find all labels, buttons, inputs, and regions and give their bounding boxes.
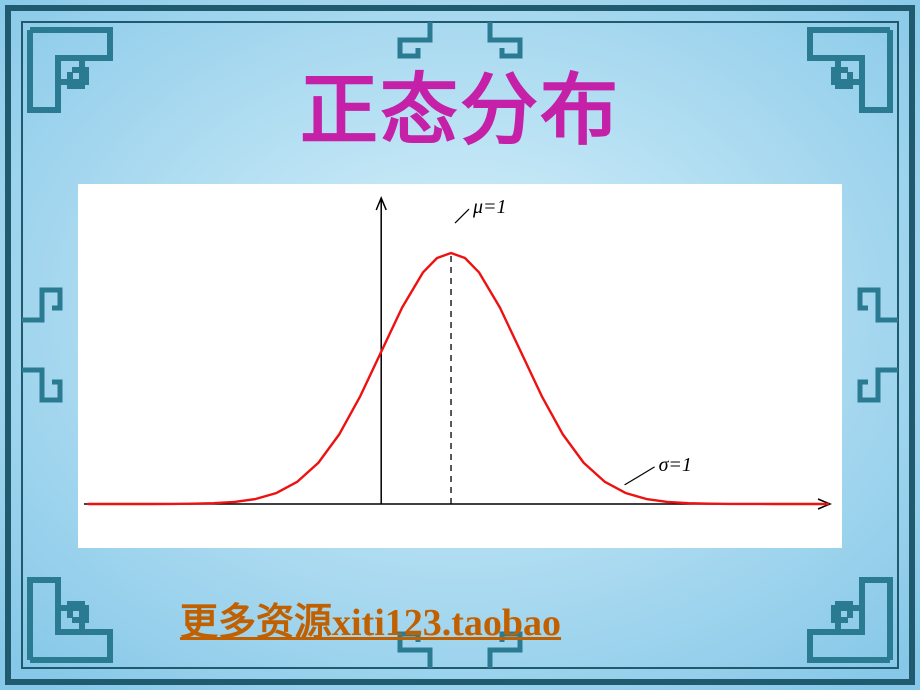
slide-root: 正态分布 μ=1 σ=1 更多资源xiti123.taobao [0,0,920,690]
sigma-label: σ=1 [659,454,692,476]
page-title: 正态分布 [0,48,920,160]
normal-distribution-chart: μ=1 σ=1 [78,184,842,548]
more-resources-link[interactable]: 更多资源xiti123.taobao [180,591,561,646]
mu-pointer [455,209,469,223]
chart-svg: μ=1 σ=1 [78,184,842,548]
sigma-pointer [625,467,655,485]
mu-label: μ=1 [472,196,507,218]
distribution-curve [88,253,828,504]
